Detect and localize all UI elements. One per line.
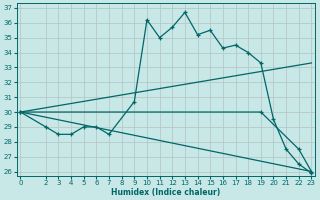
X-axis label: Humidex (Indice chaleur): Humidex (Indice chaleur)	[111, 188, 220, 197]
